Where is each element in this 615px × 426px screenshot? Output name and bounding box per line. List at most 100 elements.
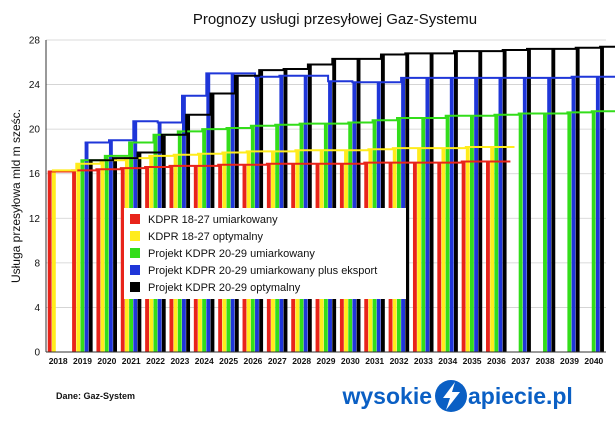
- bar: [571, 76, 576, 353]
- chart-title: Prognozy usługi przesyłowej Gaz-Systemu: [193, 11, 477, 28]
- bar: [429, 53, 434, 352]
- bar: [100, 160, 105, 352]
- x-tick-label: 2019: [73, 356, 92, 366]
- y-axis-label: Usługa przesyłowa mld m sześc.: [9, 109, 23, 283]
- legend-swatch: [130, 265, 140, 275]
- bar: [567, 112, 572, 352]
- bar: [490, 146, 495, 352]
- bar: [543, 113, 547, 353]
- brand-text-left: wysokie: [342, 383, 433, 409]
- bar: [80, 160, 85, 352]
- y-tick-label: 0: [34, 348, 40, 359]
- x-tick-label: 2031: [365, 356, 384, 366]
- bar: [494, 114, 499, 353]
- x-tick-label: 2036: [487, 356, 506, 366]
- bar: [465, 146, 470, 352]
- y-tick-label: 24: [29, 80, 41, 91]
- x-tick-label: 2024: [195, 356, 214, 366]
- bar: [453, 51, 458, 353]
- series-line: [51, 146, 515, 172]
- bar: [474, 77, 479, 352]
- bar: [437, 162, 442, 352]
- bar: [449, 77, 454, 352]
- y-tick-label: 16: [29, 169, 41, 180]
- x-tick-label: 2033: [414, 356, 433, 366]
- y-axis-ticks: 0 4 8 12 16 20 24 28: [29, 36, 41, 359]
- x-tick-label: 2025: [219, 356, 238, 366]
- bar: [425, 77, 430, 352]
- lightning-icon: [435, 380, 467, 412]
- bar: [461, 161, 466, 352]
- bar: [120, 168, 125, 352]
- bar: [591, 111, 596, 352]
- legend: KDPR 18-27 umiarkowany KDPR 18-27 optymal…: [124, 208, 406, 299]
- legend-label: KDPR 18-27 umiarkowany: [148, 214, 278, 226]
- series-line: [88, 45, 615, 162]
- bar: [51, 170, 56, 352]
- legend-swatch: [130, 248, 140, 258]
- x-tick-label: 2035: [463, 356, 482, 366]
- bar: [600, 46, 604, 352]
- bar: [441, 148, 446, 352]
- bar: [108, 140, 113, 352]
- bar: [72, 170, 76, 352]
- x-tick-label: 2023: [170, 356, 189, 366]
- bar: [47, 171, 52, 352]
- x-tick-label: 2020: [97, 356, 116, 366]
- bar: [76, 163, 81, 352]
- legend-box: [124, 208, 406, 299]
- legend-swatch: [130, 282, 140, 292]
- x-tick-label: 2038: [536, 356, 555, 366]
- bar: [445, 115, 450, 353]
- brand-text-right: apiecie.pl: [468, 383, 573, 409]
- x-tick-label: 2018: [49, 356, 68, 366]
- bar: [405, 53, 410, 352]
- bar: [470, 115, 474, 353]
- brand-logo: wysokie apiecie.pl: [342, 380, 573, 412]
- bar: [551, 48, 556, 353]
- x-tick-label: 2027: [268, 356, 287, 366]
- bar: [478, 51, 483, 353]
- x-tick-label: 2022: [146, 356, 165, 366]
- bar: [88, 160, 93, 352]
- legend-label: Projekt KDPR 20-29 optymalny: [148, 282, 301, 294]
- legend-swatch: [130, 214, 140, 224]
- bar: [104, 155, 109, 352]
- bar: [527, 48, 531, 353]
- legend-label: Projekt KDPR 20-29 umiarkowany plus eksp…: [148, 265, 377, 277]
- x-tick-label: 2040: [584, 356, 603, 366]
- x-tick-label: 2037: [511, 356, 530, 366]
- y-tick-label: 4: [34, 303, 40, 314]
- bar: [332, 58, 337, 352]
- series-line: [84, 72, 615, 144]
- legend-label: Projekt KDPR 20-29 umiarkowany: [148, 248, 315, 260]
- bar: [486, 161, 490, 352]
- bar: [96, 169, 101, 352]
- x-tick-label: 2021: [122, 356, 141, 366]
- bar: [595, 76, 600, 353]
- x-tick-label: 2032: [390, 356, 409, 366]
- bar: [417, 148, 422, 352]
- bar: [421, 118, 426, 352]
- x-tick-label: 2039: [560, 356, 579, 366]
- bar: [84, 142, 89, 352]
- x-tick-label: 2030: [341, 356, 360, 366]
- bar: [356, 58, 361, 352]
- x-tick-label: 2028: [292, 356, 311, 366]
- series-line: [47, 160, 511, 173]
- bar: [575, 47, 580, 353]
- bar: [502, 50, 507, 353]
- legend-swatch: [130, 231, 140, 241]
- y-tick-label: 8: [34, 258, 40, 269]
- bar: [498, 77, 503, 352]
- y-tick-label: 20: [29, 125, 41, 136]
- bar: [522, 77, 527, 352]
- source-note: Dane: Gaz-System: [56, 391, 135, 401]
- x-tick-label: 2029: [317, 356, 336, 366]
- y-tick-label: 12: [29, 214, 41, 225]
- bars: [47, 46, 604, 353]
- y-tick-label: 28: [29, 36, 41, 47]
- bar: [113, 158, 117, 352]
- x-axis-ticks: 2018 2019 2020 2021 2022 2023 2024 2025 2026 2027…: [49, 356, 604, 366]
